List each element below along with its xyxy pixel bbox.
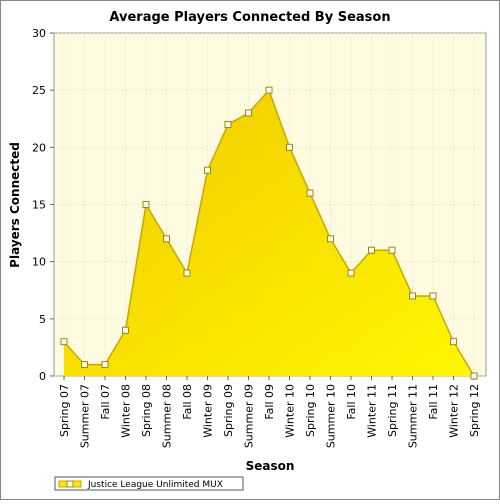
point [306,189,314,197]
x-tick-label: Spring 08 [140,384,153,437]
point [204,166,211,174]
point [470,372,478,380]
point [163,235,170,243]
legend-label: Justice League Unlimited MUX [87,480,223,490]
x-tick-label: Winter 11 [366,384,379,438]
point [327,235,334,243]
point [81,361,88,369]
x-tick-label: Summer 11 [407,384,420,448]
point [347,269,355,277]
y-tick-label: 15 [32,199,46,212]
x-tick-label: Summer 08 [161,384,174,448]
chart-title: Average Players Connected By Season [109,10,390,25]
point [450,338,457,346]
y-tick-label: 0 [39,370,46,383]
point [409,292,416,300]
x-tick-label: Winter 10 [284,384,297,438]
y-tick-label: 25 [32,84,46,97]
x-tick-label: Winter 12 [448,384,461,438]
x-tick-label: Spring 09 [222,384,235,437]
area [64,90,474,377]
y-axis-title: Players Connected [8,142,22,268]
y-tick-label: 20 [32,141,46,154]
point [101,361,109,369]
y-tick-label: 30 [32,27,46,40]
x-tick-label: Spring 10 [304,384,317,437]
point [60,338,68,346]
legend [54,476,244,491]
x-tick-label: Winter 08 [120,384,133,438]
x-tick-label: Fall 08 [181,384,194,420]
x-tick-label: Spring 07 [58,384,71,437]
legend-marker [66,480,74,488]
x-tick-label: Fall 07 [99,384,112,420]
x-tick-label: Summer 10 [325,384,338,448]
x-tick-label: Spring 11 [386,384,399,437]
point [286,143,293,151]
y-tick-label: 5 [39,313,46,326]
point [142,201,150,208]
point [429,292,437,300]
point [224,120,232,128]
point [388,246,396,254]
x-tick-label: Fall 09 [263,384,276,420]
x-tick-label: Summer 07 [79,384,92,448]
point [122,326,129,334]
point [245,109,252,117]
y-tick-label: 10 [32,256,46,269]
x-tick-label: Spring 12 [468,384,481,437]
x-tick-label: Summer 09 [243,384,256,448]
x-tick-label: Fall 11 [427,384,440,420]
point [368,246,375,254]
x-tick-label: Fall 10 [345,384,358,420]
point [183,269,191,277]
x-tick-label: Winter 09 [202,384,215,438]
point [265,86,273,94]
x-axis-title: Season [246,459,295,473]
